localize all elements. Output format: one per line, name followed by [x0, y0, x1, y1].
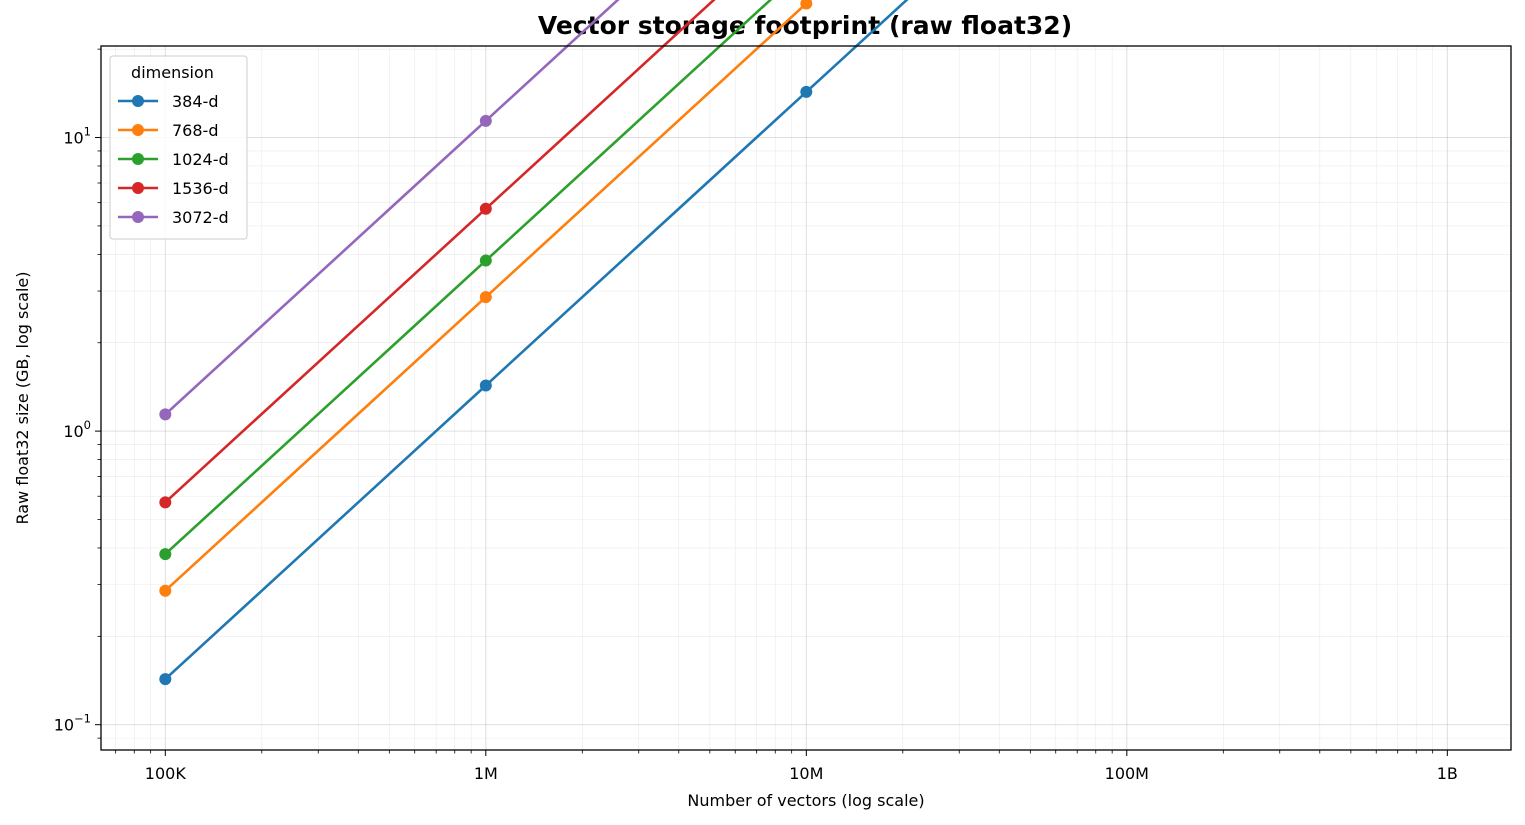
legend-swatch-marker [132, 124, 144, 136]
legend-swatch-marker [132, 211, 144, 223]
legend-swatch-marker [132, 95, 144, 107]
data-point-384-d [479, 379, 492, 392]
legend-item-3072-d: 3072-d [118, 208, 229, 227]
x-tick-label: 100M [1105, 764, 1149, 783]
legend-title: dimension [131, 63, 214, 82]
data-point-768-d [479, 291, 492, 304]
series-line-3072-d [164, 0, 620, 416]
data-point-384-d [159, 673, 172, 686]
data-point-1536-d [479, 202, 492, 215]
legend-label: 1536-d [172, 179, 229, 198]
series-line-1024-d [164, 0, 773, 556]
data-point-1536-d [159, 496, 172, 509]
series-1536-d [159, 0, 716, 509]
x-tick-label: 10M [789, 764, 823, 783]
x-tick-label: 100K [145, 764, 187, 783]
legend-label: 384-d [172, 92, 218, 111]
legend-item-1024-d: 1024-d [118, 150, 229, 169]
data-point-768-d [159, 584, 172, 597]
series-3072-d [159, 0, 620, 421]
data-point-3072-d [479, 114, 492, 127]
legend-item-768-d: 768-d [118, 121, 218, 140]
data-point-384-d [800, 85, 813, 98]
y-tick-label: 10−1 [54, 712, 91, 735]
chart-title: Vector storage footprint (raw float32) [538, 11, 1072, 40]
series-line-1536-d [164, 0, 716, 504]
legend-label: 3072-d [172, 208, 229, 227]
series-768-d [159, 0, 813, 597]
legend: dimension 384-d 768-d 1024-d 1536-d 3072-d [109, 55, 248, 240]
data-point-768-d [800, 0, 813, 10]
legend-swatch-marker [132, 153, 144, 165]
legend-item-384-d: 384-d [118, 92, 218, 111]
legend-item-1536-d: 1536-d [118, 179, 229, 198]
series-layer [159, 0, 909, 686]
x-tick-label: 1B [1437, 764, 1458, 783]
data-point-1024-d [479, 254, 492, 267]
data-point-1024-d [159, 548, 172, 561]
y-tick-label: 101 [63, 125, 91, 148]
y-axis-label: Raw float32 size (GB, log scale) [13, 272, 32, 525]
series-1024-d [159, 0, 773, 561]
series-384-d [159, 0, 909, 686]
x-tick-label: 1M [474, 764, 498, 783]
legend-swatch-marker [132, 182, 144, 194]
data-point-3072-d [159, 408, 172, 421]
legend-label: 1024-d [172, 150, 229, 169]
legend-label: 768-d [172, 121, 218, 140]
x-axis-label: Number of vectors (log scale) [687, 791, 924, 810]
y-tick-label: 100 [63, 418, 91, 441]
